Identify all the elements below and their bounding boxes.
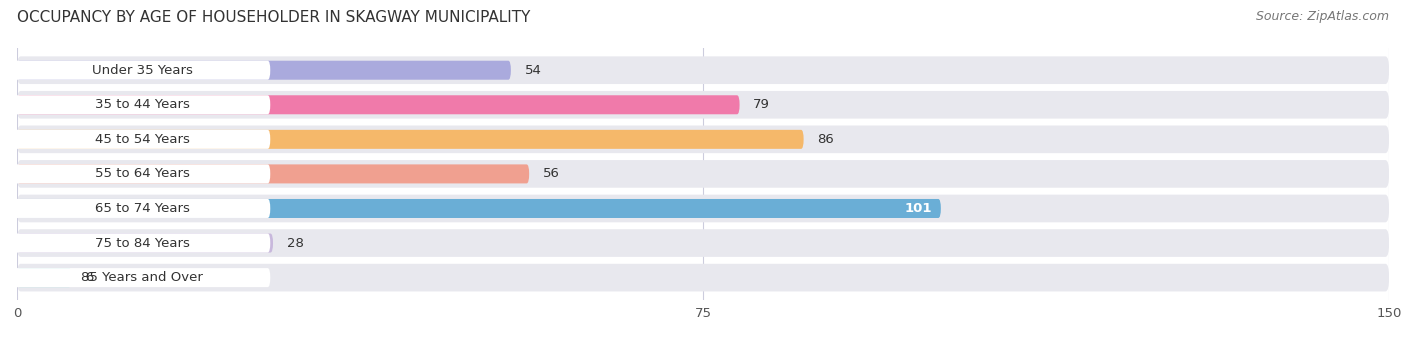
Text: OCCUPANCY BY AGE OF HOUSEHOLDER IN SKAGWAY MUNICIPALITY: OCCUPANCY BY AGE OF HOUSEHOLDER IN SKAGW…: [17, 10, 530, 25]
Text: 65 to 74 Years: 65 to 74 Years: [94, 202, 190, 215]
Text: 35 to 44 Years: 35 to 44 Years: [94, 98, 190, 111]
Text: 86: 86: [817, 133, 834, 146]
FancyBboxPatch shape: [17, 164, 529, 183]
Text: Source: ZipAtlas.com: Source: ZipAtlas.com: [1256, 10, 1389, 23]
FancyBboxPatch shape: [14, 130, 270, 149]
Text: 6: 6: [86, 271, 94, 284]
FancyBboxPatch shape: [17, 195, 1389, 222]
FancyBboxPatch shape: [17, 125, 1389, 153]
Text: 85 Years and Over: 85 Years and Over: [82, 271, 202, 284]
Text: 55 to 64 Years: 55 to 64 Years: [94, 167, 190, 180]
FancyBboxPatch shape: [17, 160, 1389, 188]
FancyBboxPatch shape: [17, 95, 740, 114]
Text: 28: 28: [287, 237, 304, 250]
FancyBboxPatch shape: [17, 130, 804, 149]
FancyBboxPatch shape: [14, 199, 270, 218]
FancyBboxPatch shape: [17, 61, 510, 80]
Text: 75 to 84 Years: 75 to 84 Years: [94, 237, 190, 250]
Text: 79: 79: [754, 98, 770, 111]
FancyBboxPatch shape: [14, 268, 270, 287]
Text: 56: 56: [543, 167, 560, 180]
Text: 45 to 54 Years: 45 to 54 Years: [94, 133, 190, 146]
FancyBboxPatch shape: [17, 91, 1389, 119]
Text: Under 35 Years: Under 35 Years: [91, 64, 193, 77]
FancyBboxPatch shape: [14, 95, 270, 114]
FancyBboxPatch shape: [17, 56, 1389, 84]
FancyBboxPatch shape: [14, 234, 270, 253]
Text: 101: 101: [904, 202, 932, 215]
FancyBboxPatch shape: [17, 268, 72, 287]
FancyBboxPatch shape: [14, 61, 270, 80]
FancyBboxPatch shape: [17, 234, 273, 253]
Text: 54: 54: [524, 64, 541, 77]
FancyBboxPatch shape: [17, 264, 1389, 292]
FancyBboxPatch shape: [14, 164, 270, 183]
FancyBboxPatch shape: [17, 199, 941, 218]
FancyBboxPatch shape: [17, 229, 1389, 257]
